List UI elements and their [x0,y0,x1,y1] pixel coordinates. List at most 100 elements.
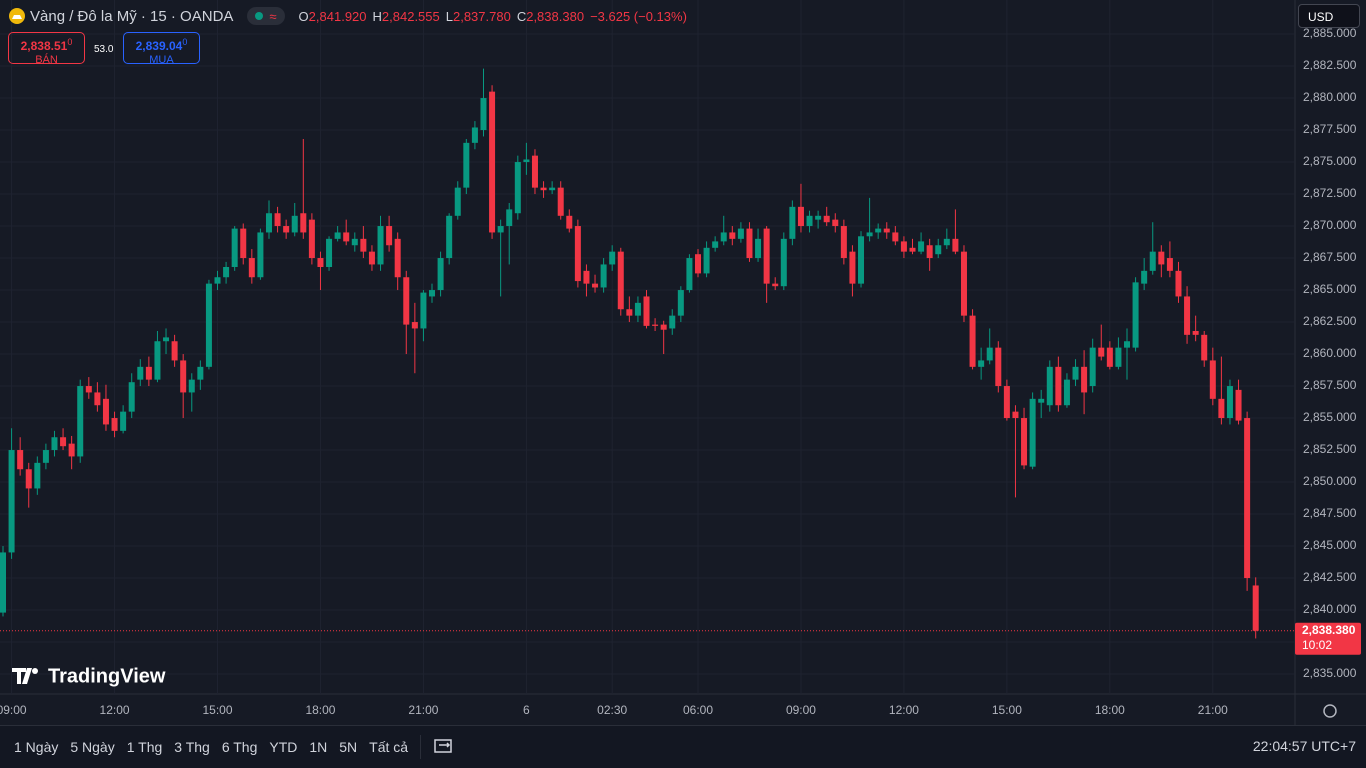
candle-body [960,251,967,316]
range-button[interactable]: 6 Thg [221,739,258,755]
y-tick-label: 2,885.000 [1303,26,1357,40]
candle-body [25,469,32,489]
candle-body [326,238,333,268]
ohlc-value: 2,837.780 [452,8,511,24]
separator [420,735,422,759]
candle-body [1132,282,1139,348]
y-tick-label: 2,847.500 [1303,506,1357,520]
candle-body [1106,347,1113,367]
candle-body [523,159,530,163]
candle-body [343,232,350,242]
candle-body [1149,251,1156,271]
candle-body [360,238,367,252]
candle-body [85,386,92,393]
candle-body [489,91,496,233]
candle-body [171,341,178,361]
ohlc-key: H [372,8,382,24]
candle-body [231,228,238,268]
clock: 22:04:57 UTC+7 [1252,738,1356,754]
sell-button[interactable]: 2,838.510 BÁN [8,32,85,66]
candle-body [102,398,109,425]
candle-body [669,315,676,329]
candle-body [317,258,324,268]
candle-body [780,238,787,287]
chart: 2,835.0002,837.5002,840.0002,842.5002,84… [0,0,1366,725]
y-tick-label: 2,875.000 [1303,154,1357,168]
candle-body [1123,341,1131,348]
range-button[interactable]: 5N [339,739,358,755]
candle-body [1063,379,1070,406]
range-button[interactable]: 5 Ngày [70,739,115,755]
range-button[interactable]: 1N [309,739,328,755]
candle-body [531,155,538,188]
x-tick-label: 15:00 [992,703,1022,717]
candle-body [634,302,641,316]
candle-body [1098,347,1105,357]
y-tick-label: 2,835.000 [1303,666,1357,680]
candle-body [188,379,195,393]
candle-body [797,206,804,227]
candle-body [429,290,436,297]
candle-body [291,215,298,233]
candle-body [712,241,719,248]
y-tick-label: 2,845.000 [1303,538,1357,552]
candle-body [918,241,925,252]
buy-button[interactable]: 2,839.040 MUA [123,32,200,66]
x-tick-label: 02:30 [597,703,627,717]
candle-body [1226,386,1233,419]
y-tick-label: 2,862.500 [1303,314,1357,328]
candle-body [8,450,15,553]
candle-body [952,238,959,252]
last-price-box [1295,622,1361,655]
candle-body [283,226,290,233]
candle-body [660,324,667,330]
x-tick-label: 6 [523,703,530,717]
x-tick-label: 18:00 [1095,703,1125,717]
candle-body [300,213,307,233]
range-button[interactable]: 3 Thg [174,739,210,755]
logo-text: TradingView [48,665,166,687]
candle-body [549,187,556,191]
candle-body [995,347,1002,387]
candle-body [446,215,453,259]
candle-body [394,238,401,278]
candle-body [506,209,513,227]
settings-icon[interactable] [1323,704,1337,718]
candle-body [1218,398,1225,419]
candle-body [308,219,315,259]
y-tick-label: 2,860.000 [1303,346,1357,360]
candle-body [900,241,907,252]
y-tick-label: 2,872.500 [1303,186,1357,200]
candle-body [694,254,701,274]
candle-body [514,162,521,214]
symbol-icon [9,8,25,24]
range-button[interactable]: 1 Ngày [14,739,59,755]
candle-body [935,245,942,255]
ohlc-key: O [298,8,309,24]
candle-body [1235,389,1242,421]
candle-body [815,215,822,220]
candle-body [1201,334,1208,361]
range-button[interactable]: YTD [269,739,298,755]
sell-label: BÁN [35,54,58,66]
candle-body [909,247,916,252]
range-button[interactable]: 1 Thg [126,739,163,755]
ohlc-key: L [445,8,453,24]
compare-icon[interactable] [433,737,455,758]
candle-body [729,232,736,239]
candle-body [875,228,882,233]
candle-body [377,226,384,265]
candle-body [248,258,255,278]
currency-button[interactable]: USD [1298,4,1360,28]
candle-body [883,228,890,233]
candle-body [978,360,985,367]
candle-body [437,258,444,291]
candle-body [772,283,779,287]
x-tick-label: 09:00 [786,703,816,717]
candle-body [214,277,221,284]
candle-body [823,215,830,223]
y-tick-label: 2,865.000 [1303,282,1357,296]
range-button[interactable]: Tất cả [369,739,409,755]
candle-body [34,462,41,489]
